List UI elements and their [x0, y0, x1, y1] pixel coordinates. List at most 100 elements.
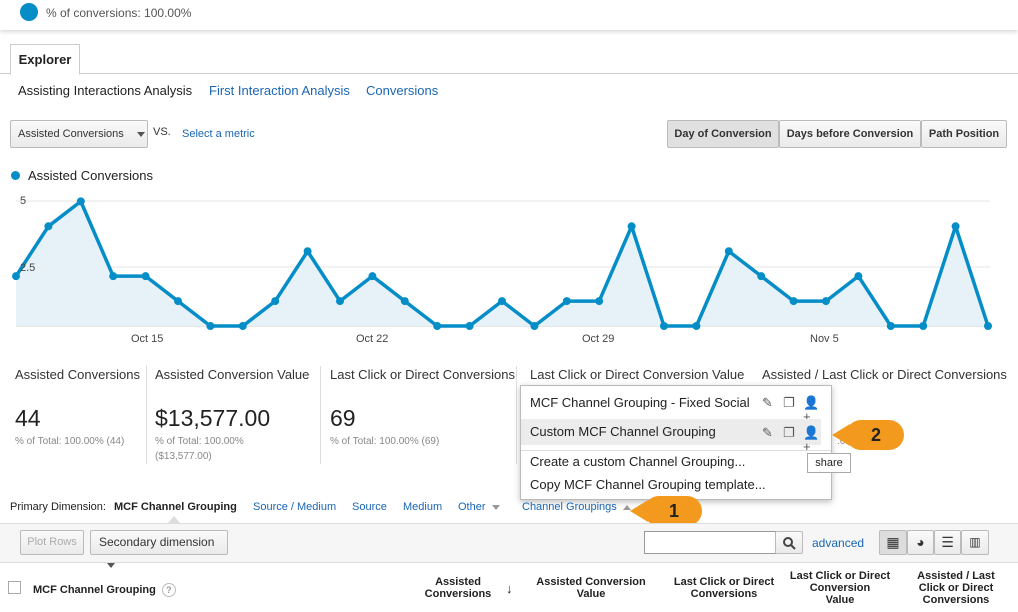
column-header-mcf-channel-grouping[interactable]: MCF Channel Grouping ?	[33, 583, 176, 597]
header-line: Last Click or Direct	[673, 576, 775, 588]
header-line: Conversions	[424, 588, 492, 600]
dropdown-item-label: Custom MCF Channel Grouping	[530, 424, 716, 439]
data-point	[174, 297, 182, 306]
dimension-source[interactable]: Source	[352, 501, 387, 513]
pencil-icon[interactable]: ✎	[762, 395, 773, 410]
header-line: Assisted / Last	[917, 570, 995, 582]
scorecard-percent: % of Total: 100.00% ($13,577.00)	[155, 434, 244, 464]
pie-icon: ◕	[916, 534, 925, 550]
dropdown-item-fixed-social[interactable]: MCF Channel Grouping - Fixed Social	[521, 390, 821, 416]
search-button[interactable]	[775, 531, 803, 554]
data-point	[886, 322, 895, 330]
data-point	[951, 222, 960, 231]
pie-view-button[interactable]: ◕	[907, 530, 934, 555]
dimension-medium[interactable]: Medium	[403, 501, 443, 513]
table-view-button[interactable]: ▦	[879, 530, 907, 555]
plot-rows-button[interactable]: Plot Rows	[20, 530, 84, 555]
dropdown-item-label: MCF Channel Grouping - Fixed Social	[530, 395, 750, 410]
dropdown-item-custom[interactable]: Custom MCF Channel Grouping	[521, 419, 821, 445]
search-icon	[783, 537, 796, 550]
header-line: Conversion	[809, 582, 871, 594]
header-line: Conversions	[922, 594, 990, 606]
dimension-source-medium[interactable]: Source / Medium	[253, 501, 337, 513]
tab-divider	[0, 73, 1018, 74]
dimension-mcf-channel-grouping[interactable]: MCF Channel Grouping	[114, 501, 237, 513]
bar-view-button[interactable]: ☰	[934, 530, 961, 555]
chevron-down-icon	[136, 131, 145, 137]
create-channel-grouping-item[interactable]: Create a custom Channel Grouping...	[530, 454, 746, 469]
dimension-other[interactable]: Other	[458, 501, 500, 513]
data-point	[822, 297, 830, 306]
dimension-channel-groupings[interactable]: Channel Groupings	[522, 501, 631, 513]
divider	[320, 366, 321, 464]
column-header-last-click-conversions[interactable]: Last Click or Direct Conversions	[664, 576, 784, 600]
subtab-first-interaction[interactable]: First Interaction Analysis	[209, 83, 350, 98]
series-area	[16, 201, 988, 326]
chevron-up-icon	[622, 504, 631, 510]
y-tick-label: 5	[20, 195, 27, 207]
pivot-icon: ▥	[969, 535, 981, 549]
data-point	[44, 222, 53, 231]
day-of-conversion-button[interactable]: Day of Conversion	[667, 120, 779, 148]
help-icon[interactable]: ?	[161, 583, 176, 597]
data-point	[433, 322, 442, 330]
header-line: Value	[576, 588, 606, 600]
metric-dropdown[interactable]: Assisted Conversions	[10, 120, 148, 148]
y-tick-label: 2.5	[20, 262, 36, 274]
column-header-assisted-conversion-value[interactable]: Assisted Conversion Value	[528, 576, 654, 600]
sort-descending-icon[interactable]: ↓	[506, 581, 513, 596]
legend-marker	[11, 171, 20, 180]
pencil-icon[interactable]: ✎	[762, 425, 773, 440]
data-point	[919, 322, 928, 330]
data-point	[854, 272, 863, 281]
share-icon[interactable]: 👤+	[803, 395, 820, 424]
scorecard-percent-line: ($13,577.00)	[155, 451, 212, 462]
days-before-conversion-button[interactable]: Days before Conversion	[779, 120, 921, 148]
column-header-last-click-conversion-value[interactable]: Last Click or Direct Conversion Value	[778, 570, 902, 606]
path-position-button[interactable]: Path Position	[921, 120, 1007, 148]
copy-icon[interactable]: ❐	[783, 395, 795, 410]
scorecard-label: Last Click or Direct Conversions	[330, 367, 515, 382]
copy-icon[interactable]: ❐	[783, 425, 795, 440]
table-search-input[interactable]	[644, 531, 776, 554]
data-point	[109, 272, 118, 281]
data-point	[400, 297, 409, 306]
header-line: Last Click or Direct	[789, 570, 891, 582]
pivot-view-button[interactable]: ▥	[961, 530, 989, 555]
select-all-checkbox[interactable]	[8, 581, 21, 594]
header-line: Value	[825, 594, 855, 606]
select-metric-link[interactable]: Select a metric	[182, 128, 255, 140]
x-tick-label: Oct 22	[356, 333, 389, 345]
scorecard-label: Assisted Conversions	[15, 367, 140, 382]
column-header-label: MCF Channel Grouping	[33, 584, 156, 596]
x-tick-label: Oct 15	[131, 333, 164, 345]
scorecard-percent: % of Total: 100.00% (69)	[330, 436, 440, 447]
tab-explorer[interactable]: Explorer	[10, 44, 80, 75]
scorecard-percent-line: % of Total: 100.00%	[155, 436, 244, 447]
subtab-conversions[interactable]: Conversions	[366, 83, 439, 98]
secondary-dimension-dropdown[interactable]: Secondary dimension	[90, 530, 228, 569]
data-point	[530, 322, 539, 330]
column-header-assisted-conversions[interactable]: Assisted Conversions	[408, 576, 508, 600]
copy-template-item[interactable]: Copy MCF Channel Grouping template...	[530, 477, 766, 492]
scorecard-label: Last Click or Direct Conversion Value	[530, 367, 745, 382]
data-point	[789, 297, 798, 306]
share-icon[interactable]: 👤+	[803, 425, 820, 454]
scorecard-value: 69	[330, 405, 356, 431]
callout-1: 1	[668, 501, 679, 521]
data-point	[724, 247, 733, 256]
data-point	[627, 222, 636, 231]
header-line: Click or Direct	[918, 582, 994, 594]
data-point	[984, 322, 992, 330]
data-point	[595, 297, 604, 306]
metric-dropdown-label: Assisted Conversions	[18, 128, 124, 140]
legend-label: Assisted Conversions	[28, 168, 153, 183]
column-header-assisted-last-click-ratio[interactable]: Assisted / Last Click or Direct Conversi…	[906, 570, 1006, 606]
scorecard-label: Assisted Conversion Value	[155, 367, 310, 382]
x-tick-label: Oct 29	[582, 333, 615, 345]
subtab-assisting-interactions[interactable]: Assisting Interactions Analysis	[18, 83, 193, 98]
line-chart	[12, 197, 992, 330]
advanced-link[interactable]: advanced	[812, 536, 865, 550]
data-point	[141, 272, 150, 281]
chevron-down-icon	[107, 563, 115, 569]
